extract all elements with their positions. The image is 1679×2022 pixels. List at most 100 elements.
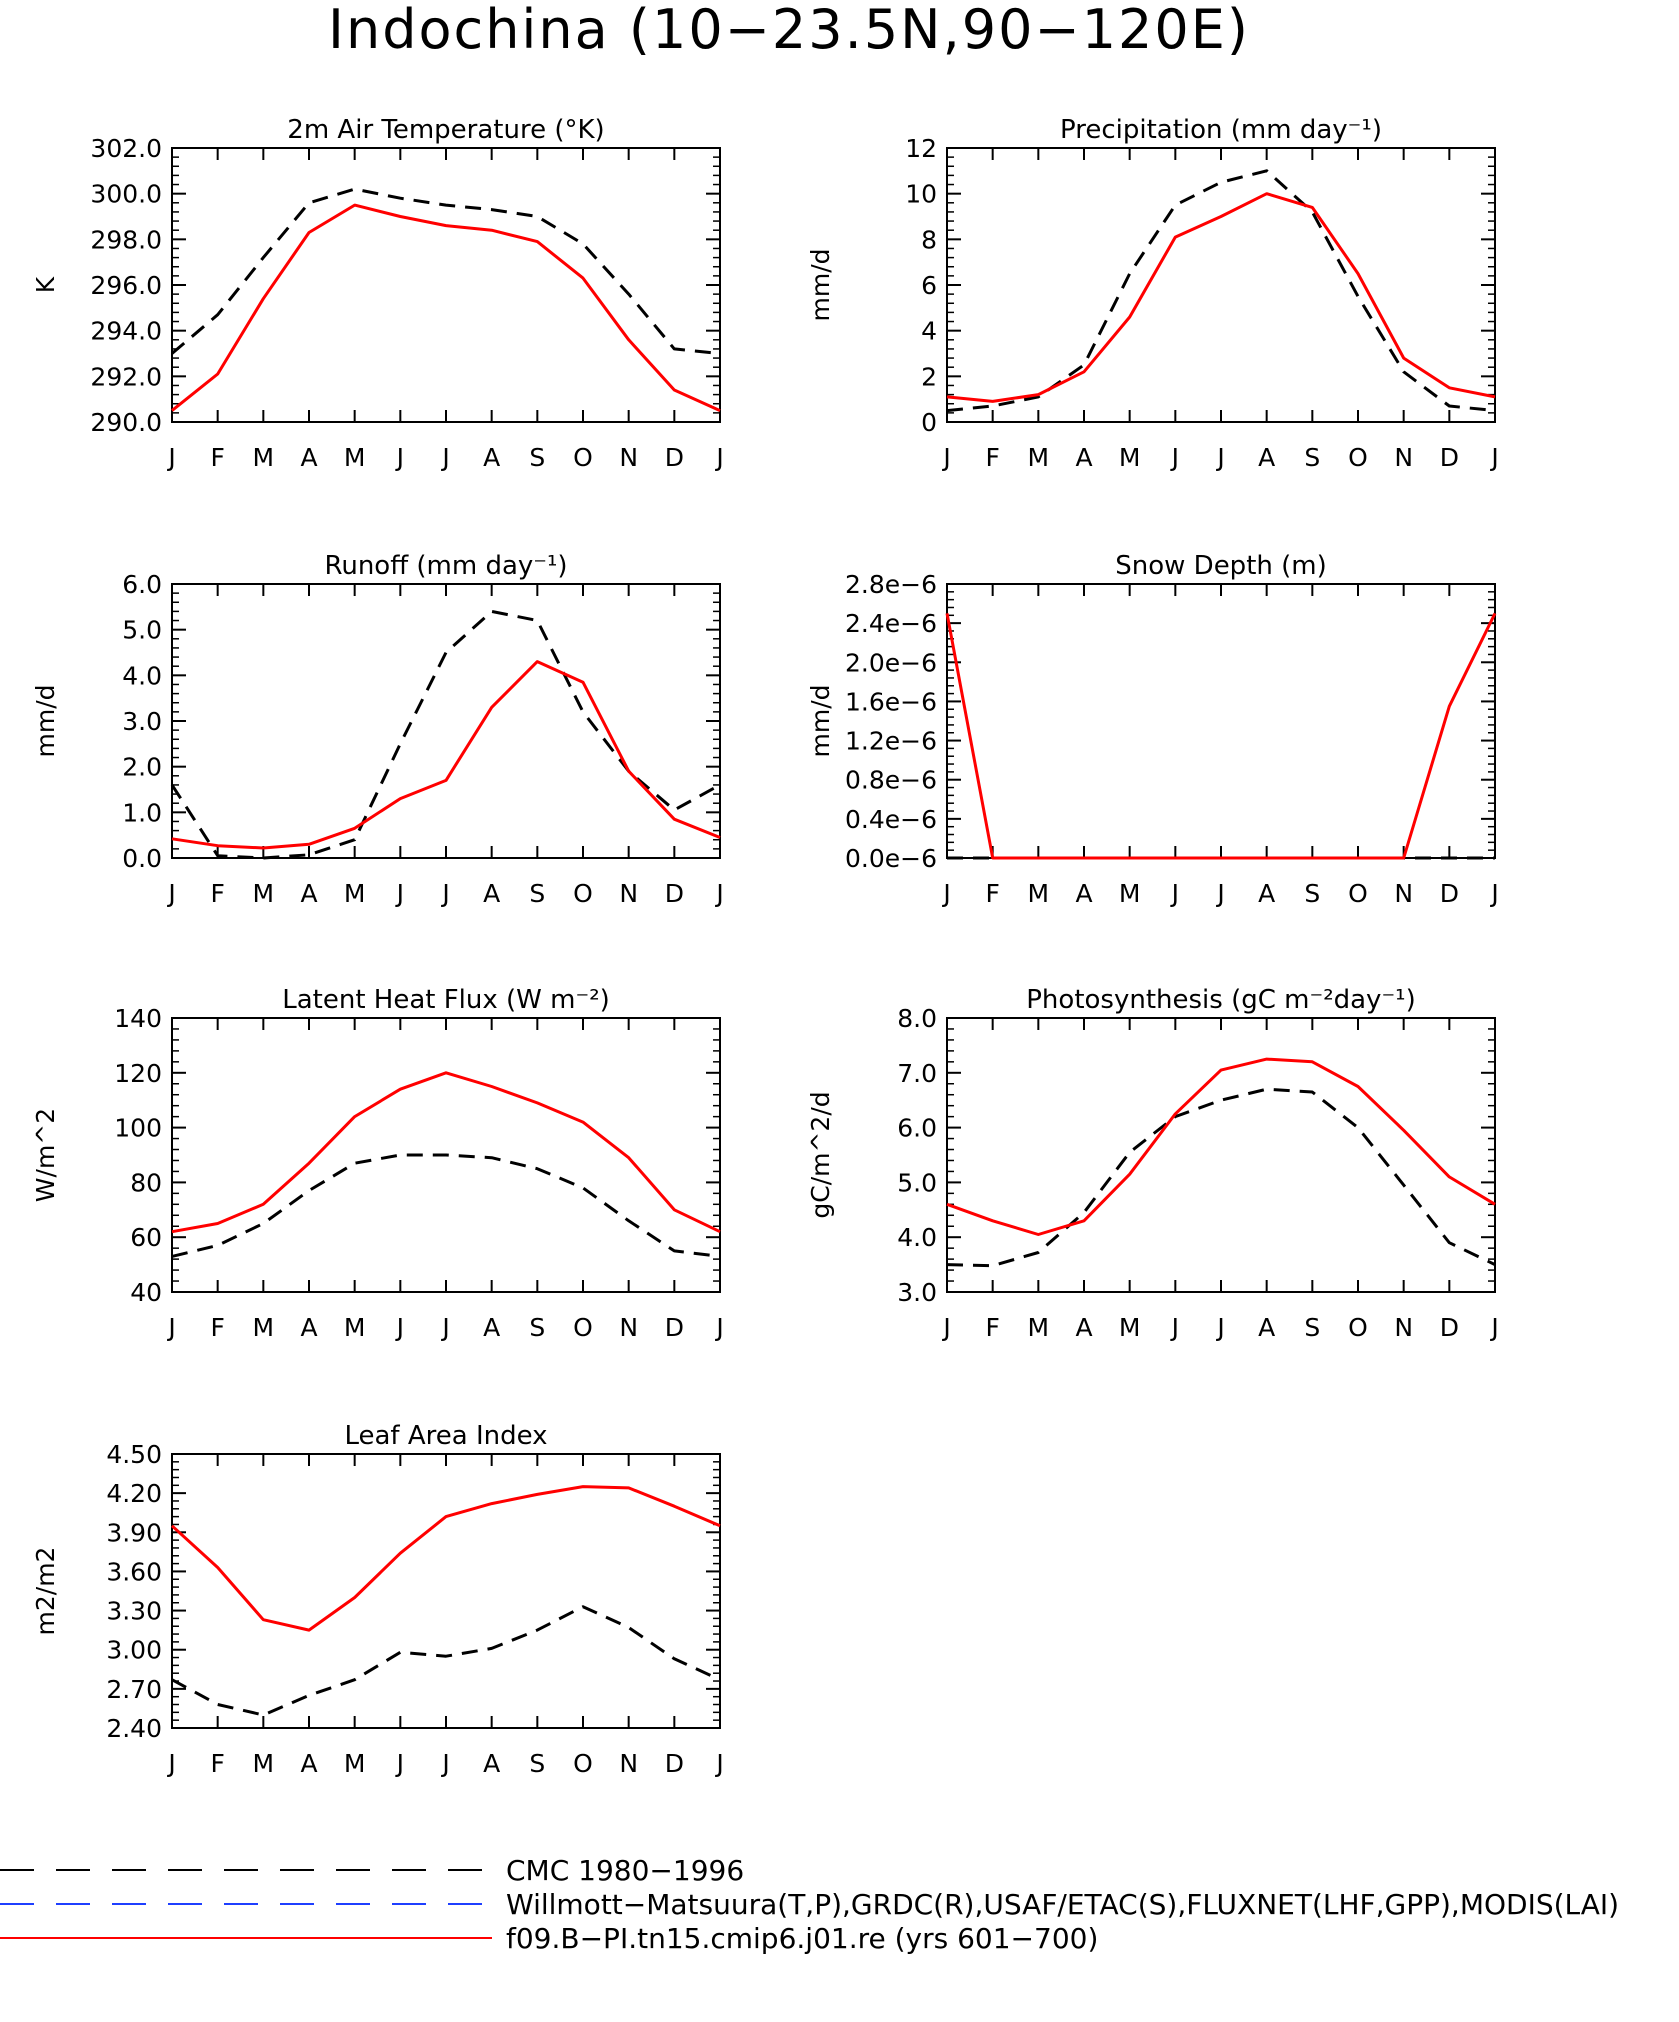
panel-runoff: J F M A M J J A S O N D J0.01.02.03.04.05.06.0Runoff… xyxy=(31,551,724,908)
x-tick-label: A xyxy=(1075,879,1092,908)
legend-label-model: f09.B−PI.tn15.cmip6.j01.re (yrs 601−700) xyxy=(506,1922,1098,1955)
x-tick-label: J xyxy=(166,879,175,908)
y-tick-label: 1.6e−6 xyxy=(845,687,937,716)
x-tick-label: J xyxy=(941,879,950,908)
x-tick-label: J xyxy=(166,443,175,472)
y-tick-label: 1.0 xyxy=(122,798,162,827)
x-tick-label: M xyxy=(1028,879,1050,908)
y-tick-label: 4.0 xyxy=(122,661,162,690)
x-tick-label: N xyxy=(619,1749,638,1778)
x-tick-label: A xyxy=(483,443,500,472)
y-tick-label: 4.0 xyxy=(897,1223,937,1252)
x-tick-label: J xyxy=(1489,443,1498,472)
y-axis-label: W/m^2 xyxy=(31,1108,60,1202)
x-tick-label: J xyxy=(1489,879,1498,908)
panel-lai: J F M A M J J A S O N D J2.402.703.003.303.603.904.2… xyxy=(31,1421,724,1778)
y-tick-label: 7.0 xyxy=(897,1059,937,1088)
panel-photo: J F M A M J J A S O N D J3.04.05.06.07.08.0Photosynt… xyxy=(806,985,1499,1342)
x-tick-label: M xyxy=(1028,1313,1050,1342)
y-tick-label: 80 xyxy=(130,1168,162,1197)
y-tick-label: 8.0 xyxy=(897,1004,937,1033)
x-tick-label: A xyxy=(483,1749,500,1778)
x-tick-label: A xyxy=(483,879,500,908)
y-tick-label: 4.20 xyxy=(106,1479,162,1508)
x-tick-label: J xyxy=(714,879,723,908)
x-tick-label: N xyxy=(619,879,638,908)
x-tick-label: J xyxy=(395,1749,404,1778)
x-tick-label: N xyxy=(619,443,638,472)
x-tick-label: M xyxy=(1119,879,1141,908)
x-tick-label: O xyxy=(573,1313,593,1342)
series-line-obs xyxy=(946,169,1496,413)
legend: CMC 1980−1996 Willmott−Matsuura(T,P),GRD… xyxy=(0,1854,1619,1955)
y-tick-label: 140 xyxy=(114,1004,162,1033)
x-tick-label: J xyxy=(440,443,449,472)
x-tick-label: O xyxy=(573,443,593,472)
y-tick-label: 2.4e−6 xyxy=(845,609,937,638)
y-tick-label: 100 xyxy=(114,1114,162,1143)
x-tick-label: F xyxy=(985,879,999,908)
x-tick-label: F xyxy=(985,1313,999,1342)
y-axis-label: mm/d xyxy=(806,685,835,758)
series-line-obs xyxy=(171,1605,721,1717)
panel-temp: J F M A M J J A S O N D J290.0292.0294.0296.0298.030… xyxy=(31,115,724,472)
y-tick-label: 300.0 xyxy=(90,180,162,209)
y-tick-label: 0.8e−6 xyxy=(845,766,937,795)
y-tick-label: 1.2e−6 xyxy=(845,727,937,756)
y-tick-label: 296.0 xyxy=(90,271,162,300)
x-tick-label: J xyxy=(714,1749,723,1778)
y-tick-label: 4 xyxy=(921,317,937,346)
x-tick-label: A xyxy=(300,1749,317,1778)
y-tick-label: 0.0 xyxy=(122,844,162,873)
y-tick-label: 5.0 xyxy=(897,1168,937,1197)
plot-frame xyxy=(946,1017,1496,1293)
x-tick-label: S xyxy=(1304,879,1320,908)
y-tick-label: 2.0e−6 xyxy=(845,648,937,677)
series-line-model xyxy=(171,660,721,850)
x-tick-label: J xyxy=(1170,1313,1179,1342)
x-tick-label: S xyxy=(529,1313,545,1342)
x-tick-label: J xyxy=(941,1313,950,1342)
x-tick-label: O xyxy=(573,1749,593,1778)
x-tick-label: D xyxy=(665,1749,684,1778)
x-tick-label: A xyxy=(300,879,317,908)
legend-label-obs: Willmott−Matsuura(T,P),GRDC(R),USAF/ETAC… xyxy=(506,1888,1619,1921)
x-tick-label: S xyxy=(529,1749,545,1778)
panel-title: 2m Air Temperature (°K) xyxy=(287,115,604,145)
x-tick-label: O xyxy=(1348,879,1368,908)
x-tick-label: J xyxy=(1170,879,1179,908)
series-line-model xyxy=(171,1071,721,1234)
y-tick-label: 292.0 xyxy=(90,362,162,391)
main-title: Indochina (10−23.5N,90−120E) xyxy=(328,0,1250,61)
x-tick-label: J xyxy=(1215,443,1224,472)
y-tick-label: 3.90 xyxy=(106,1518,162,1547)
x-tick-label: J xyxy=(714,443,723,472)
x-tick-label: M xyxy=(1119,443,1141,472)
y-axis-label: gC/m^2/d xyxy=(806,1091,835,1218)
y-tick-label: 4.50 xyxy=(106,1440,162,1469)
x-tick-label: J xyxy=(440,1749,449,1778)
x-tick-label: A xyxy=(300,443,317,472)
x-tick-label: J xyxy=(395,879,404,908)
plot-frame xyxy=(946,147,1496,423)
y-axis-label: mm/d xyxy=(806,249,835,322)
x-tick-label: J xyxy=(395,443,404,472)
x-tick-label: F xyxy=(985,443,999,472)
x-tick-label: J xyxy=(440,1313,449,1342)
x-tick-label: J xyxy=(440,879,449,908)
plot-frame xyxy=(171,147,721,423)
x-tick-label: N xyxy=(1394,443,1413,472)
series-line-model xyxy=(946,1057,1496,1236)
series-line-obs xyxy=(170,609,721,860)
y-axis-label: mm/d xyxy=(31,685,60,758)
y-tick-label: 5.0 xyxy=(122,616,162,645)
x-tick-label: S xyxy=(529,443,545,472)
panel-title: Precipitation (mm day⁻¹) xyxy=(1060,115,1382,145)
x-tick-label: A xyxy=(483,1313,500,1342)
x-tick-label: D xyxy=(1440,879,1459,908)
y-tick-label: 60 xyxy=(130,1223,162,1252)
x-tick-label: J xyxy=(166,1313,175,1342)
x-tick-label: N xyxy=(1394,1313,1413,1342)
series-line-model xyxy=(945,612,1497,860)
